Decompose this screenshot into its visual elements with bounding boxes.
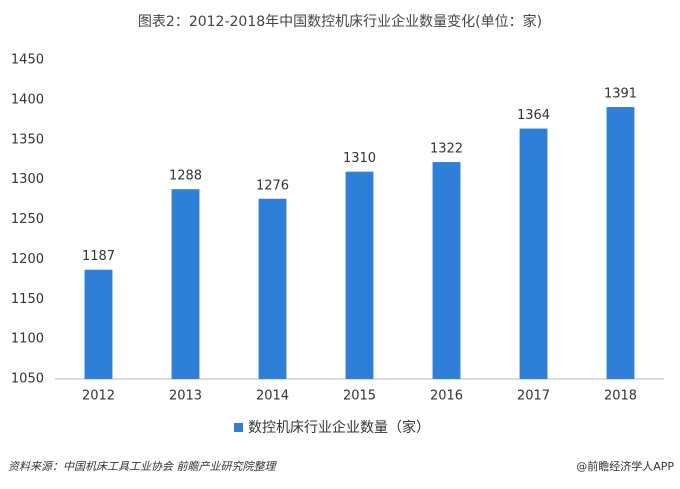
y-tick-label: 1350 [11, 132, 44, 147]
y-tick-label: 1450 [11, 53, 44, 68]
chart-title: 图表2：2012-2018年中国数控机床行业企业数量变化(单位：家) [138, 13, 542, 30]
value-label: 1310 [343, 151, 376, 166]
value-label: 1364 [517, 108, 550, 123]
source-note: 资料来源：中国机床工具工业协会 前瞻产业研究院整理 [8, 460, 277, 473]
x-tick-label: 2016 [430, 389, 463, 404]
bar [345, 171, 374, 379]
y-tick-label: 1200 [11, 252, 44, 267]
x-tick-label: 2013 [169, 389, 202, 404]
value-label: 1288 [169, 169, 202, 184]
bar [258, 198, 287, 379]
x-tick-label: 2015 [343, 389, 376, 404]
bar [432, 162, 461, 379]
bar [519, 128, 548, 379]
y-tick-label: 1150 [11, 292, 44, 307]
legend-swatch [234, 423, 243, 432]
y-tick-label: 1300 [11, 172, 44, 187]
value-label: 1276 [256, 178, 289, 193]
credit: @前瞻经济学人APP [576, 459, 674, 473]
value-label: 1187 [82, 249, 115, 264]
legend-label: 数控机床行业企业数量（家） [248, 419, 430, 436]
bar [84, 269, 113, 379]
x-tick-label: 2017 [517, 389, 550, 404]
value-label: 1322 [430, 142, 463, 157]
x-tick-label: 2018 [604, 389, 637, 404]
y-tick-label: 1250 [11, 212, 44, 227]
bar [171, 189, 200, 379]
y-tick-label: 1100 [11, 332, 44, 347]
y-tick-label: 1400 [11, 92, 44, 107]
y-tick-label: 1050 [11, 372, 44, 387]
value-label: 1391 [604, 87, 637, 102]
bar [606, 107, 635, 380]
x-tick-label: 2012 [82, 389, 115, 404]
x-tick-label: 2014 [256, 389, 289, 404]
